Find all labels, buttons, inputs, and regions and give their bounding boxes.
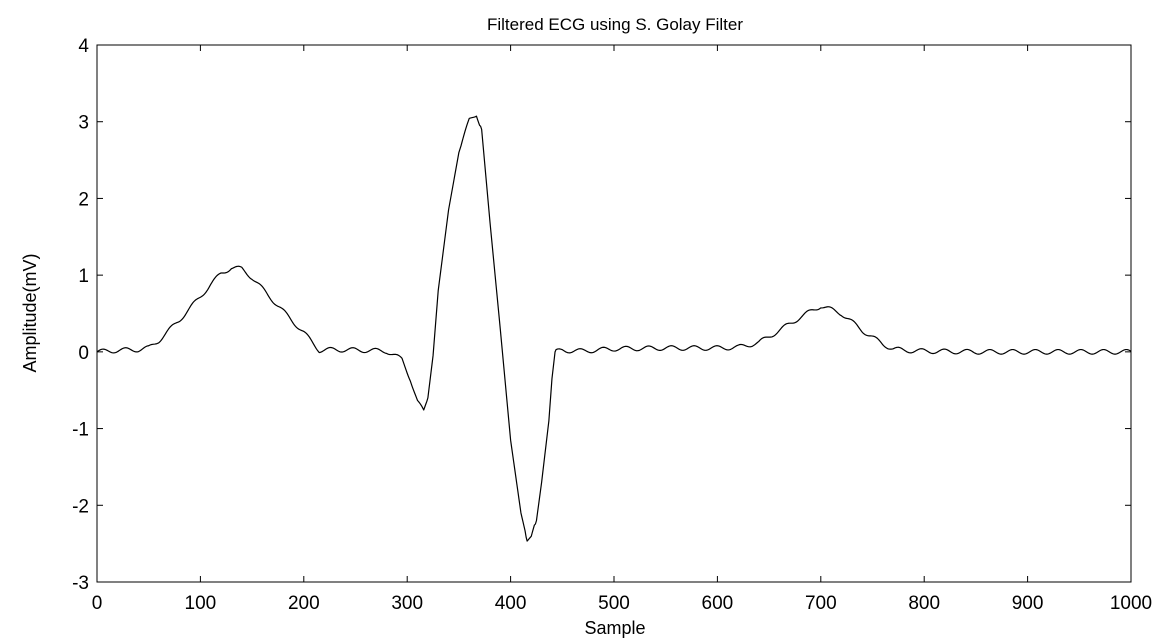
plot-area-frame bbox=[96, 44, 1132, 583]
y-tick-label: 3 bbox=[78, 113, 89, 134]
x-tick-label: 200 bbox=[288, 593, 320, 614]
x-tick-label: 400 bbox=[495, 593, 527, 614]
y-tick-label: -3 bbox=[72, 573, 89, 594]
x-axis-label: Sample bbox=[584, 618, 645, 638]
ecg-series-line bbox=[96, 115, 1132, 542]
x-tick-label: 900 bbox=[1012, 593, 1044, 614]
x-tick-label: 500 bbox=[598, 593, 630, 614]
y-tick-label: 2 bbox=[78, 189, 89, 210]
axis-ticks bbox=[96, 44, 1132, 583]
y-axis-tick-labels: -3 -2 -1 0 1 2 3 4 bbox=[72, 36, 89, 594]
y-tick-label: -1 bbox=[72, 420, 89, 441]
x-tick-label: 800 bbox=[908, 593, 940, 614]
chart-title: Filtered ECG using S. Golay Filter bbox=[487, 15, 743, 34]
x-tick-label: 1000 bbox=[1110, 593, 1152, 614]
x-tick-label: 100 bbox=[185, 593, 217, 614]
x-tick-label: 600 bbox=[702, 593, 734, 614]
y-tick-label: 4 bbox=[78, 36, 89, 57]
y-tick-label: 0 bbox=[78, 343, 89, 364]
y-tick-label: -2 bbox=[72, 496, 89, 517]
y-axis-label: Amplitude(mV) bbox=[20, 253, 40, 372]
y-tick-label: 1 bbox=[78, 266, 89, 287]
x-tick-label: 0 bbox=[92, 593, 103, 614]
x-axis-tick-labels: 0 100 200 300 400 500 600 700 800 900 1000 bbox=[92, 593, 1152, 614]
x-tick-label: 300 bbox=[391, 593, 423, 614]
x-tick-label: 700 bbox=[805, 593, 837, 614]
